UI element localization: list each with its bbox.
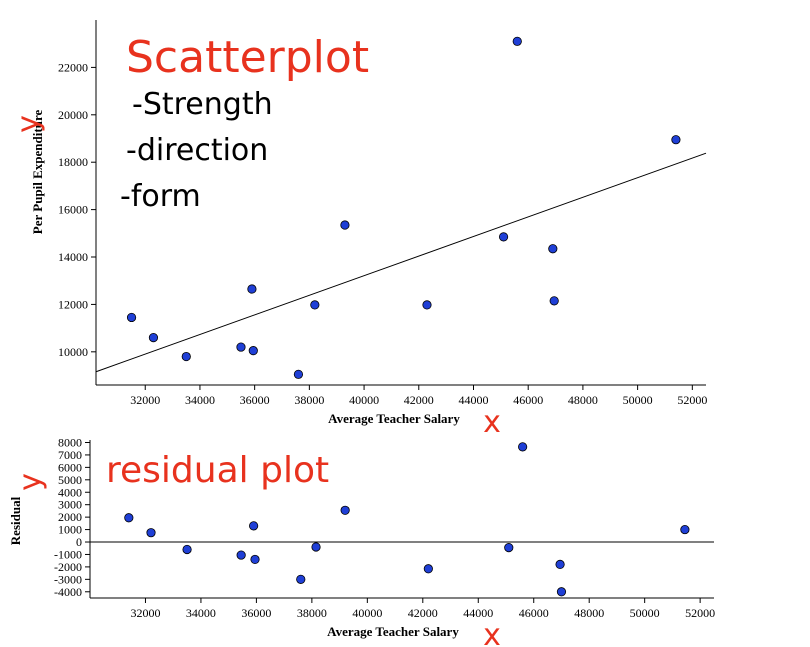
x-tick-label: 32000 — [130, 606, 160, 620]
data-point — [549, 296, 559, 306]
y-tick-label: 20000 — [58, 108, 88, 122]
x-tick-label: 50000 — [623, 393, 653, 407]
y-tick-label: 3000 — [58, 498, 82, 512]
annotation-bullet-form: -form — [120, 179, 201, 214]
x-tick-label: 46000 — [513, 393, 543, 407]
data-point — [518, 442, 528, 452]
x-tick-label: 32000 — [130, 393, 160, 407]
annotation-residual-x-mark: x — [483, 618, 501, 647]
data-point — [146, 528, 156, 538]
data-point — [340, 505, 350, 515]
scatter-x-ticks: 32000 34000 36000 38000 40000 42000 44000 46000… — [130, 385, 707, 407]
y-tick-label: 22000 — [58, 60, 88, 74]
x-tick-label: 38000 — [294, 393, 324, 407]
data-point — [671, 135, 681, 145]
residual-y-label: Residual — [8, 496, 23, 545]
y-tick-label: 8000 — [58, 435, 82, 449]
y-tick-label: 12000 — [58, 297, 88, 311]
y-tick-label: 1000 — [58, 523, 82, 537]
x-tick-label: 34000 — [186, 606, 216, 620]
data-point — [512, 36, 522, 46]
data-point — [236, 342, 246, 352]
annotation-scatter-x-mark: x — [483, 405, 501, 440]
data-point — [182, 544, 192, 555]
data-point — [548, 244, 558, 254]
y-tick-label: 4000 — [58, 485, 82, 499]
y-tick-label: 6000 — [58, 460, 82, 474]
x-tick-label: 52000 — [685, 606, 715, 620]
data-point — [422, 300, 432, 310]
scatter-x-label: Average Teacher Salary — [328, 411, 460, 426]
y-tick-label: 16000 — [58, 203, 88, 217]
data-point — [236, 550, 246, 560]
annotation-bullet-strength: -Strength — [132, 87, 273, 122]
scatterplot-chart: 32000 34000 36000 38000 40000 42000 44000 46000… — [30, 20, 707, 426]
data-point — [293, 369, 304, 379]
residual-x-label: Average Teacher Salary — [327, 624, 459, 639]
x-tick-label: 50000 — [630, 606, 660, 620]
x-tick-label: 40000 — [349, 393, 379, 407]
y-tick-label: 18000 — [58, 155, 88, 169]
data-point — [556, 587, 567, 597]
x-tick-label: 34000 — [185, 393, 215, 407]
y-tick-label: -3000 — [54, 572, 82, 586]
x-tick-label: 38000 — [297, 606, 327, 620]
data-point — [680, 524, 690, 535]
scatter-y-ticks: 10000 12000 14000 16000 18000 20000 22000 — [58, 60, 96, 359]
annotation-scatter-y-mark: y — [11, 115, 46, 133]
regression-line — [95, 152, 707, 373]
scatter-y-label: Per Pupil Expenditure — [30, 110, 45, 235]
residual-y-ticks: -4000-3000-2000-100001000200030004000500… — [54, 435, 90, 599]
y-tick-label: 2000 — [58, 510, 82, 524]
x-tick-label: 48000 — [568, 393, 598, 407]
x-tick-label: 42000 — [408, 606, 438, 620]
residual-chart: 32000 34000 36000 38000 40000 42000 44000 46000… — [8, 435, 715, 639]
x-tick-label: 36000 — [241, 606, 271, 620]
data-point — [249, 521, 259, 531]
annotation-residual-y-mark: y — [13, 473, 48, 491]
data-point — [247, 284, 257, 294]
data-point — [311, 542, 321, 552]
scatter-annotations: Scatterplot -Strength -direction -form y… — [11, 32, 501, 440]
data-point — [296, 574, 306, 584]
data-point — [250, 554, 260, 565]
x-tick-label: 46000 — [519, 606, 549, 620]
y-tick-label: 0 — [76, 535, 82, 549]
data-point — [310, 300, 320, 310]
data-point — [504, 543, 514, 553]
x-tick-label: 36000 — [240, 393, 270, 407]
y-tick-label: -2000 — [54, 560, 82, 574]
residual-annotations: residual plot y x — [13, 450, 501, 647]
data-point — [498, 232, 509, 242]
x-tick-label: 44000 — [458, 393, 488, 407]
data-point — [124, 513, 134, 523]
y-tick-label: -1000 — [54, 547, 82, 561]
annotation-bullet-direction: -direction — [126, 133, 268, 168]
annotation-residual-title: residual plot — [106, 450, 329, 491]
x-tick-label: 48000 — [574, 606, 604, 620]
data-point — [340, 220, 350, 230]
data-point — [148, 332, 159, 343]
y-tick-label: 10000 — [58, 345, 88, 359]
data-point — [248, 346, 258, 356]
data-point — [555, 559, 565, 570]
y-tick-label: 7000 — [58, 448, 82, 462]
residual-x-ticks: 32000 34000 36000 38000 40000 42000 44000 46000… — [130, 598, 715, 620]
residual-points — [124, 442, 690, 597]
data-point — [126, 312, 137, 323]
y-tick-label: 5000 — [58, 473, 82, 487]
scatter-points — [126, 36, 681, 379]
x-tick-label: 40000 — [352, 606, 382, 620]
data-point — [181, 351, 191, 362]
x-tick-label: 52000 — [677, 393, 707, 407]
y-tick-label: -4000 — [54, 585, 82, 599]
y-tick-label: 14000 — [58, 250, 88, 264]
x-tick-label: 44000 — [463, 606, 493, 620]
annotation-scatterplot-title: Scatterplot — [126, 32, 369, 83]
x-tick-label: 42000 — [404, 393, 434, 407]
data-point — [423, 564, 433, 574]
